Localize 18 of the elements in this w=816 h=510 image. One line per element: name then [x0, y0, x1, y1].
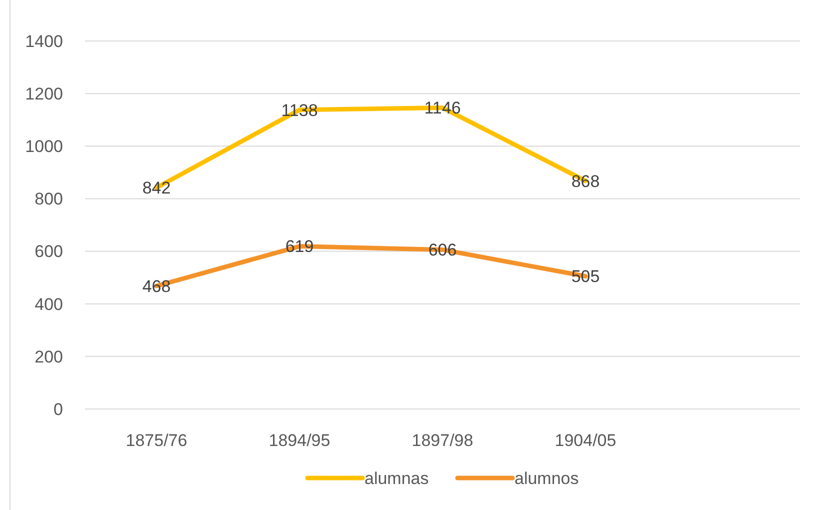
legend-label: alumnas [364, 468, 429, 488]
x-tick-label: 1897/98 [412, 431, 474, 450]
y-tick-label: 1200 [25, 84, 63, 104]
y-tick-label: 200 [34, 347, 63, 366]
y-tick-label: 800 [34, 190, 63, 209]
y-tick-label: 1000 [25, 137, 63, 156]
y-tick-label: 400 [34, 294, 63, 314]
data-label: 468 [142, 276, 171, 296]
data-label: 505 [571, 267, 600, 286]
data-label: 842 [142, 178, 171, 198]
legend-label: alumnos [514, 468, 579, 488]
y-tick-label: 600 [34, 242, 63, 262]
y-tick-label: 1400 [25, 32, 63, 51]
x-tick-label: 1904/05 [554, 431, 616, 450]
x-tick-label: 1894/95 [268, 431, 330, 450]
y-tick-label: 0 [54, 400, 63, 419]
data-label: 868 [571, 172, 600, 191]
x-tick-label: 1875/76 [126, 431, 188, 450]
